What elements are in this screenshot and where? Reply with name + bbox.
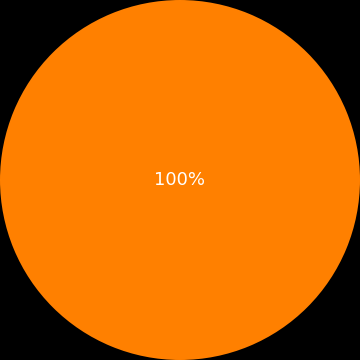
Text: 100%: 100% (154, 171, 206, 189)
